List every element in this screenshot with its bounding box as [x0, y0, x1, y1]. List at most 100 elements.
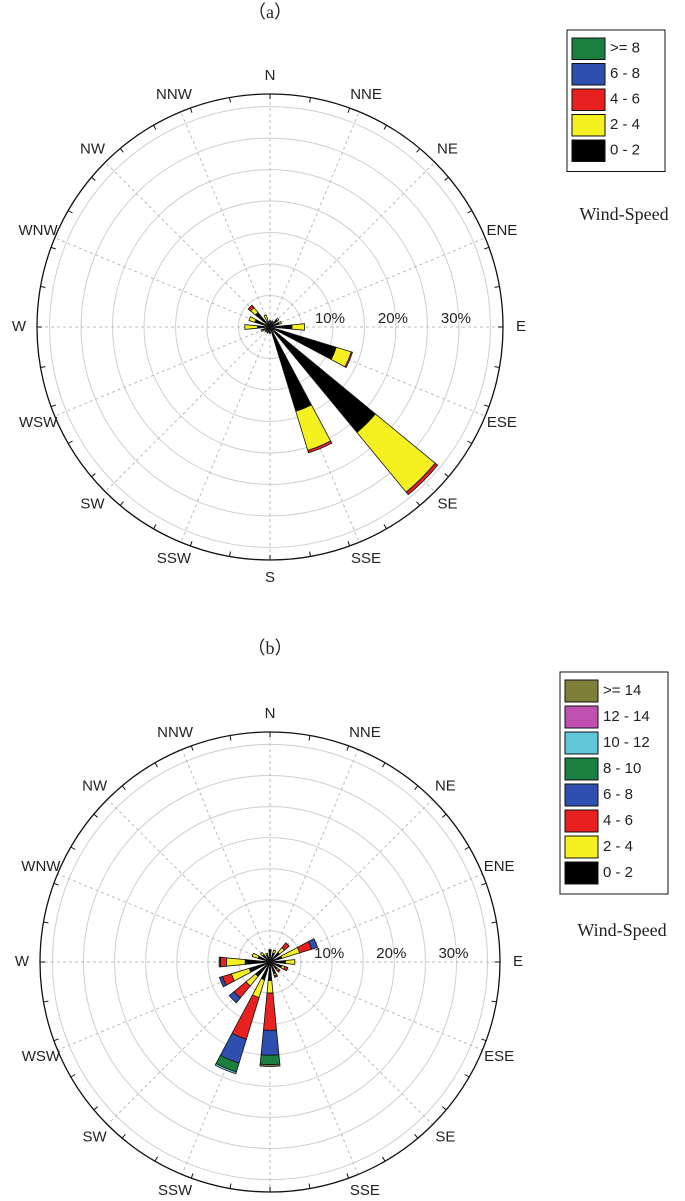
outer-tick	[491, 921, 497, 924]
legend-label: 10 - 12	[603, 734, 650, 751]
outer-tick	[67, 440, 73, 444]
wind-bar-segment	[272, 949, 277, 955]
outer-tick	[346, 745, 350, 751]
outer-tick	[308, 735, 311, 741]
outer-tick	[91, 473, 96, 478]
direction-label: S	[265, 569, 275, 586]
direction-label: W	[12, 318, 27, 335]
spoke	[269, 961, 359, 1175]
outer-tick	[70, 846, 76, 850]
direction-label: WSW	[22, 1048, 61, 1065]
spoke	[269, 961, 433, 1125]
spoke	[104, 326, 271, 493]
legend-label: 8 - 10	[603, 760, 641, 777]
outer-tick	[309, 97, 311, 103]
legend-swatch	[564, 783, 599, 807]
wind-bar-segment	[263, 314, 269, 322]
legend-label: 6 - 8	[610, 65, 640, 82]
wind-bar-segment	[266, 980, 274, 994]
direction-label: WSW	[19, 414, 58, 431]
outer-tick	[229, 551, 231, 557]
direction-label: NNW	[156, 86, 193, 103]
direction-label: NE	[437, 140, 458, 157]
outer-tick	[382, 762, 386, 768]
wind-bar-segment	[265, 952, 269, 956]
wind-bar-segment	[405, 462, 439, 496]
spoke	[180, 111, 271, 328]
direction-label: NE	[435, 778, 456, 795]
legend-swatch	[564, 757, 599, 781]
wind-bar-segment	[307, 440, 333, 454]
legend-label: >= 14	[603, 682, 641, 699]
spoke	[181, 749, 271, 963]
direction-label: N	[265, 67, 276, 84]
grid-ring	[145, 837, 395, 1087]
outer-tick	[309, 551, 311, 557]
r-tick-label: 30%	[438, 945, 468, 962]
r-tick-label: 10%	[315, 310, 345, 327]
direction-label: NW	[80, 140, 106, 157]
outer-tick	[43, 1000, 49, 1003]
wind-bar-segment	[214, 1062, 237, 1075]
spoke	[269, 161, 436, 328]
outer-tick	[50, 246, 56, 250]
outer-tick	[347, 107, 351, 113]
outer-tick	[153, 524, 157, 530]
outer-tick	[467, 210, 473, 214]
wind-bar-segment	[218, 956, 221, 968]
wind-bar-segment	[244, 324, 258, 330]
legend-label: 2 - 4	[603, 838, 633, 855]
outer-tick	[383, 524, 387, 530]
legend-swatch	[564, 861, 599, 885]
outer-tick	[347, 541, 351, 547]
direction-label: SW	[83, 1128, 108, 1145]
outer-tick	[40, 366, 46, 368]
wind-bar-segment	[285, 959, 296, 965]
outer-tick	[444, 176, 449, 181]
outer-tick	[70, 1074, 76, 1078]
outer-tick	[53, 1038, 59, 1042]
legend-label: 4 - 6	[603, 812, 633, 829]
legend-label: 6 - 8	[603, 786, 633, 803]
outer-tick	[416, 148, 421, 153]
legend-label: 0 - 2	[610, 142, 640, 159]
direction-label: SE	[437, 495, 457, 512]
direction-label: SSE	[350, 1182, 380, 1199]
direction-label: E	[516, 318, 526, 335]
chart-title: （b）	[248, 638, 293, 658]
wind-bar-segment	[273, 974, 279, 978]
direction-label: ESE	[484, 1048, 514, 1065]
direction-label: E	[513, 953, 523, 970]
r-tick-label: 20%	[376, 945, 406, 962]
spoke	[104, 161, 271, 328]
wind-bar-segment	[275, 317, 280, 322]
spoke	[54, 237, 271, 328]
wind-bar-segment	[226, 957, 246, 967]
wind-bar-segment	[259, 951, 265, 957]
outer-tick	[190, 1173, 194, 1179]
outer-tick	[481, 882, 487, 886]
direction-label: NNW	[157, 724, 194, 741]
outer-tick	[383, 124, 387, 130]
direction-label: NW	[82, 778, 108, 795]
wind-bar-segment	[259, 1063, 281, 1067]
outer-tick	[346, 1173, 350, 1179]
legend-swatch	[571, 37, 606, 60]
r-tick-label: 20%	[378, 310, 408, 327]
outer-tick	[50, 404, 56, 408]
outer-tick	[442, 813, 447, 818]
wind-bar-segment	[228, 991, 241, 1004]
legend-label: 4 - 6	[610, 91, 640, 108]
outer-tick	[189, 107, 193, 113]
outer-tick	[467, 440, 473, 444]
legend-swatch	[564, 705, 599, 729]
direction-label: NNE	[349, 724, 381, 741]
outer-tick	[121, 1134, 126, 1139]
grid-ring	[49, 106, 491, 548]
spoke	[269, 961, 483, 1051]
legend-title: Wind-Speed	[577, 920, 666, 940]
legend-swatch	[571, 114, 606, 137]
outer-tick	[494, 366, 500, 368]
spoke	[107, 799, 271, 963]
